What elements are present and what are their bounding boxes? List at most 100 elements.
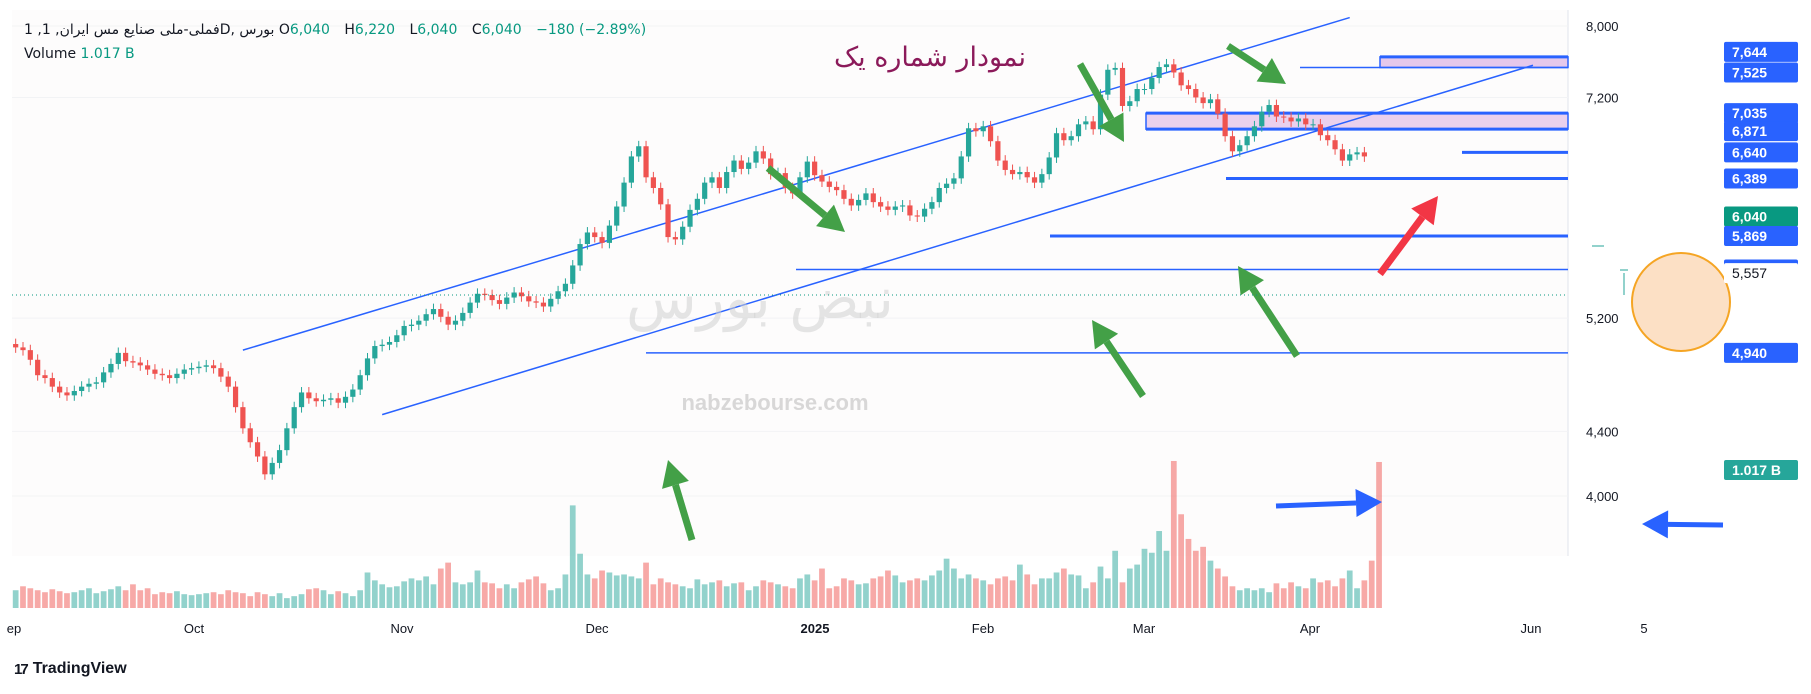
price-label-bg [1724, 226, 1798, 247]
candle-body [650, 177, 656, 188]
candle-body [511, 292, 517, 298]
candle-body [1339, 149, 1345, 161]
volume-bar [804, 574, 811, 608]
change-value: −180 (−2.89%) [536, 22, 647, 38]
candle-body [621, 182, 627, 207]
volume-bar [701, 584, 708, 608]
candle-body [452, 320, 459, 325]
volume-bar [1273, 583, 1280, 608]
volume-bar [679, 586, 686, 608]
volume-bar [1295, 586, 1302, 608]
volume-bar [100, 591, 107, 608]
price-label-bg [1724, 460, 1798, 480]
volume-bar [1339, 578, 1346, 608]
candle-body [826, 181, 832, 187]
volume-bar [393, 586, 400, 608]
volume-bar [1207, 560, 1214, 608]
candle-body [1193, 89, 1199, 98]
volume-bar [34, 590, 41, 608]
candle-body [1347, 154, 1353, 161]
volume-bar [687, 588, 693, 608]
volume-bar [20, 586, 26, 608]
x-tick-label: 5 [1640, 621, 1647, 636]
arrow-icon [1275, 488, 1382, 517]
volume-bar [276, 593, 283, 608]
volume-bar [298, 594, 305, 608]
volume-bar [452, 582, 459, 608]
candle-body [27, 350, 33, 360]
volume-bar [1148, 552, 1155, 608]
volume-bar [1346, 570, 1353, 608]
price-label: 6,040 [1724, 206, 1798, 227]
candle-body [636, 146, 642, 157]
candle-body [1046, 157, 1052, 175]
volume-bar [467, 582, 473, 608]
candle-body [496, 300, 503, 304]
volume-bar [1112, 550, 1119, 608]
volume-bar [943, 558, 950, 608]
candle-body [540, 302, 547, 307]
volume-bar [980, 580, 987, 608]
candle-layer [13, 58, 1367, 480]
volume-bar [606, 572, 613, 608]
candle-body [680, 226, 686, 240]
candle-body [885, 206, 891, 210]
candle-body [115, 352, 121, 364]
volume-bar [159, 592, 166, 608]
volume-bar [284, 598, 290, 608]
candle-body [951, 178, 957, 184]
candle-body [123, 352, 129, 362]
volume-bar [1229, 586, 1236, 608]
tradingview-name: TradingView [32, 660, 127, 677]
candle-body [93, 382, 99, 384]
candle-body [379, 344, 385, 347]
candle-body [460, 312, 466, 321]
price-label-bg [1724, 168, 1798, 189]
price-label-text: 5,557 [1732, 265, 1767, 281]
volume-layer [12, 460, 1382, 608]
candle-body [1039, 174, 1045, 183]
arrow-layer [662, 43, 1724, 542]
volume-bar [218, 594, 224, 608]
candle-body [694, 198, 700, 210]
candle-body [709, 177, 715, 183]
volume-bar [1097, 566, 1104, 608]
arrow-head [1256, 58, 1286, 84]
volume-bar [210, 592, 217, 608]
candle-body [108, 363, 114, 373]
candle-body [291, 407, 297, 429]
candle-body [892, 206, 898, 210]
tradingview-brand[interactable]: 17 TradingView [14, 660, 127, 678]
volume-bar [525, 579, 532, 608]
volume-bar [1017, 564, 1023, 608]
candle-body [1207, 99, 1214, 104]
volume-legend: Volume 1.017 B [24, 46, 145, 62]
candle-body [958, 156, 964, 179]
candle-body [724, 172, 730, 188]
volume-bar [1200, 546, 1206, 608]
candle-body [973, 128, 979, 132]
volume-bar [1251, 590, 1258, 608]
volume-label: Volume [24, 46, 77, 62]
symbol-legend: 1 ,فملی-ملی صنایع مس ایران, 1D, بورس O6,… [24, 22, 656, 38]
volume-bar [899, 582, 906, 608]
volume-bar [665, 582, 671, 608]
volume-bar [364, 572, 371, 608]
candle-body [203, 365, 209, 367]
candle-body [1090, 121, 1096, 130]
candle-body [1017, 172, 1023, 175]
candle-body [64, 392, 70, 396]
low-label: L [409, 22, 418, 38]
trend-layer [242, 16, 1534, 416]
candle-body [606, 225, 612, 243]
volume-bar [870, 578, 877, 608]
price-label-text: 6,640 [1732, 144, 1767, 160]
volume-bar [496, 588, 503, 608]
candle-body [812, 161, 818, 176]
candle-body [980, 126, 986, 132]
volume-bar [1324, 580, 1331, 608]
volume-bar [320, 590, 327, 608]
candle-body [1200, 97, 1206, 104]
volume-bar [1244, 588, 1250, 608]
